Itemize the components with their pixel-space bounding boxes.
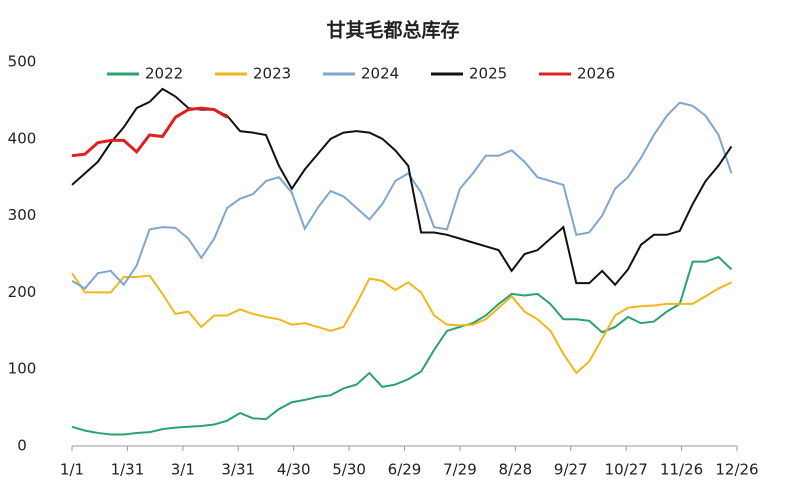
x-tick-label: 3/1 [171, 461, 195, 479]
x-tick-label: 8/28 [498, 461, 532, 479]
y-tick-label: 400 [8, 129, 37, 147]
legend-label: 2024 [361, 65, 399, 83]
x-tick-label: 5/30 [332, 461, 366, 479]
chart-title: 甘其毛都总库存 [326, 19, 459, 42]
series-line [71, 255, 733, 436]
y-tick-label: 100 [8, 360, 37, 378]
x-tick-label: 4/30 [277, 461, 311, 479]
x-tick-label: 1/1 [60, 461, 84, 479]
y-tick-label: 500 [8, 53, 37, 71]
x-tick-label: 6/29 [388, 461, 422, 479]
x-tick-label: 9/27 [554, 461, 588, 479]
x-tick-label: 1/31 [111, 461, 145, 479]
x-tick-label: 3/31 [221, 461, 255, 479]
series-line [71, 87, 733, 287]
series-line [71, 106, 228, 158]
x-tick-label: 12/26 [715, 461, 758, 479]
y-tick-label: 300 [8, 206, 37, 224]
series-line [71, 272, 732, 375]
series-line [71, 101, 733, 290]
x-tick-label: 11/26 [660, 461, 703, 479]
x-tick-label: 7/29 [443, 461, 477, 479]
legend-label: 2023 [253, 65, 291, 83]
legend-label: 2025 [469, 65, 507, 83]
x-tick-label: 10/27 [605, 461, 648, 479]
y-tick-label: 200 [8, 283, 37, 301]
legend-label: 2022 [145, 65, 183, 83]
legend-label: 2026 [577, 65, 615, 83]
y-tick-label: 0 [17, 437, 27, 455]
